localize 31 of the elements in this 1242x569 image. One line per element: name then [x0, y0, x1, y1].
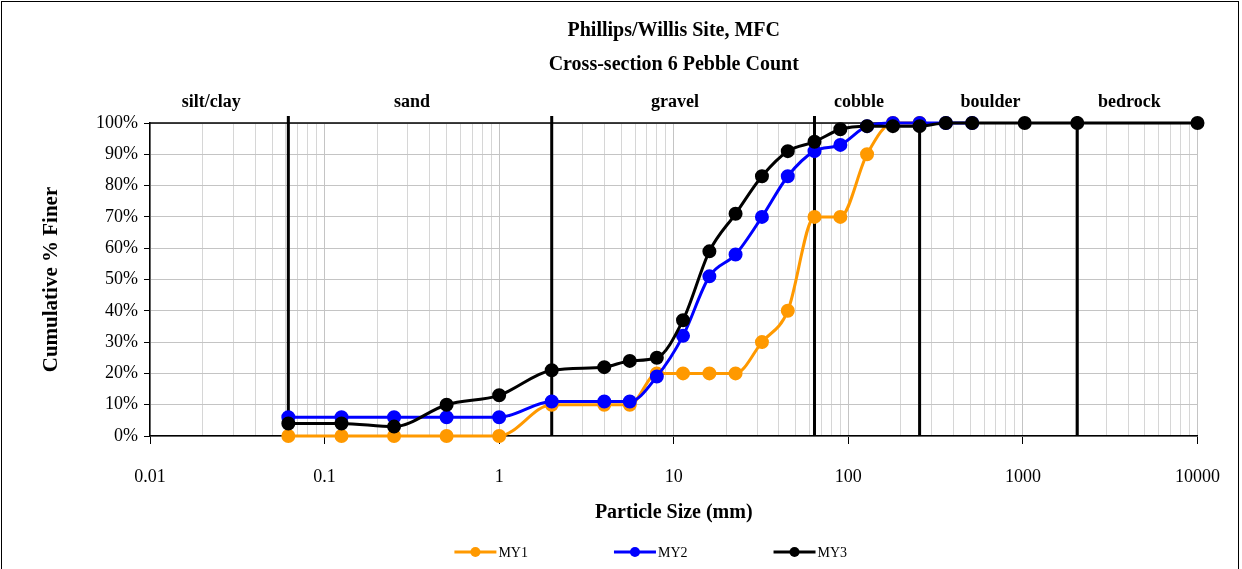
- y-tick-label: 10%: [105, 393, 138, 414]
- legend-label: MY3: [817, 544, 848, 560]
- legend-label: MY2: [657, 544, 688, 560]
- y-tick-label: 80%: [105, 174, 138, 195]
- y-tick-label: 40%: [105, 299, 138, 320]
- y-tick-label: 70%: [105, 205, 138, 226]
- text: sand: [394, 90, 431, 111]
- text: gravel: [651, 90, 700, 111]
- text: bedrock: [1098, 90, 1161, 111]
- x-tick-label: 0.1: [313, 465, 336, 486]
- y-tick-label: 0%: [114, 424, 138, 445]
- x-tick-label: 1000: [1004, 465, 1041, 486]
- y-axis-title: Cumulative % Finer: [38, 186, 63, 373]
- x-tick-label: 10000: [1175, 465, 1220, 486]
- legend-label: MY1: [498, 544, 528, 560]
- y-tick-label: 100%: [96, 111, 138, 132]
- y-tick-label: 50%: [105, 268, 138, 289]
- x-tick-label: 10: [664, 465, 683, 486]
- y-tick-label: 90%: [105, 143, 138, 164]
- x-tick-label: 1: [494, 465, 504, 486]
- y-tick-label: 20%: [105, 362, 138, 383]
- chart-subtitle: Cross-section 6 Pebble Count: [548, 52, 800, 75]
- y-tick-label: 30%: [105, 330, 138, 351]
- chart-title: Phillips/Willis Site, MFC: [567, 18, 780, 42]
- x-tick-label: 100: [834, 465, 862, 486]
- text: boulder: [960, 90, 1021, 111]
- y-tick-label: 60%: [105, 236, 138, 257]
- x-tick-label: 0.01: [134, 465, 166, 486]
- x-axis-title: Particle Size (mm): [594, 500, 753, 524]
- text: silt/clay: [181, 90, 241, 111]
- text: cobble: [834, 90, 885, 111]
